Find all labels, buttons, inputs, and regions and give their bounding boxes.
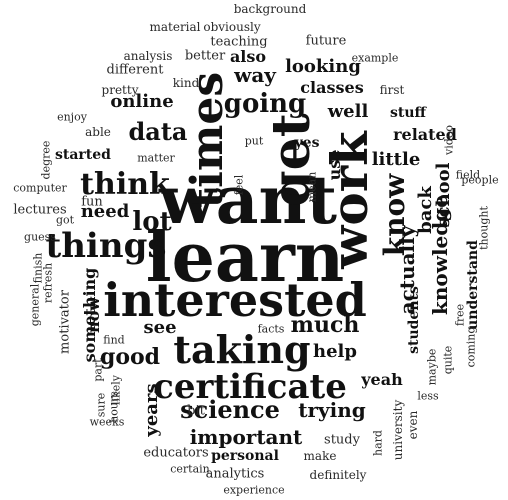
word-bit: bit [187, 403, 205, 419]
word-even: even [406, 410, 420, 440]
word-interested: interested [103, 273, 367, 327]
word-thought: thought [477, 206, 491, 250]
word-also: also [229, 47, 267, 66]
word-well: well [327, 101, 369, 122]
word-yes: yes [294, 135, 320, 151]
word-analysis: analysis [123, 49, 173, 63]
word-important: important [189, 425, 303, 449]
word-weeks: weeks [89, 415, 125, 429]
word-going: going [223, 89, 307, 119]
word-first: first [379, 83, 405, 97]
word-kind: kind [172, 76, 200, 90]
word-want: want [158, 161, 338, 239]
word-school: school [433, 162, 454, 228]
word-free: free [453, 303, 467, 327]
word-field: field [455, 168, 481, 182]
word-good: good [99, 344, 161, 370]
word-general: general [28, 283, 42, 327]
word-classes: classes [300, 78, 364, 97]
word-lectures: lectures [13, 202, 67, 218]
word-people: people [461, 173, 499, 187]
word-teaching: teaching [210, 34, 268, 50]
word-got: got [55, 213, 75, 227]
word-personal: personal [211, 448, 279, 464]
word-years: years [141, 383, 162, 437]
word-feel: feel [232, 174, 246, 196]
word-need: need [80, 201, 130, 222]
word-likely: likely [109, 375, 123, 405]
word-data: data [128, 117, 188, 146]
word-learn: learn [145, 218, 345, 298]
word-pretty: pretty [101, 83, 139, 97]
word-mean: mean [305, 171, 319, 203]
word-guess: guess [24, 230, 56, 244]
word-computer: computer [13, 181, 67, 195]
word-video: video [442, 125, 456, 155]
word-students: students [406, 286, 422, 354]
word-different: different [106, 62, 164, 78]
word-less: less [417, 389, 439, 403]
word-degree: degree [39, 140, 53, 180]
word-use: use [325, 149, 344, 181]
word-way: way [234, 63, 276, 87]
word-science: science [180, 395, 280, 424]
word-part: part [91, 358, 105, 382]
word-university: university [391, 399, 405, 461]
word-started: started [55, 147, 111, 163]
word-sure: sure [94, 392, 108, 418]
word-certain: certain [170, 462, 210, 476]
word-better: better [184, 48, 226, 64]
word-think: think [80, 167, 170, 202]
word-lot: lot [132, 207, 172, 237]
word-background: background [233, 2, 307, 16]
word-finish: finish [31, 252, 45, 284]
word-much: much [290, 312, 360, 338]
word-find: find [103, 333, 125, 347]
word-matter: matter [137, 151, 175, 165]
word-help: help [313, 341, 357, 362]
word-motivator: motivator [57, 290, 73, 354]
word-certificate: certificate [153, 367, 347, 407]
word-online: online [110, 91, 174, 112]
word-study: study [324, 432, 360, 448]
word-facts: facts [257, 322, 285, 336]
word-educators: educators [143, 445, 209, 461]
word-definitely: definitely [309, 468, 367, 482]
word-looking: looking [285, 56, 361, 77]
word-stuff: stuff [389, 105, 427, 121]
word-taking: taking [173, 327, 311, 372]
word-understand: understand [465, 240, 481, 330]
word-future: future [305, 33, 347, 49]
word-coming: coming [464, 326, 478, 368]
word-see: see [143, 317, 177, 338]
word-fun: fun [81, 194, 103, 210]
word-now: now [84, 296, 103, 334]
word-make: make [303, 449, 337, 463]
word-put: put [244, 134, 264, 148]
word-yeah: yeah [361, 370, 403, 389]
word-little: little [371, 149, 421, 170]
word-enjoy: enjoy [57, 110, 87, 124]
word-related: related [393, 125, 457, 144]
word-trying: trying [298, 398, 366, 422]
word-quite: quite [441, 345, 455, 375]
word-analytics: analytics [205, 466, 265, 482]
word-things: things [45, 226, 167, 266]
word-material: material [149, 20, 201, 34]
word-able: able [85, 125, 111, 139]
word-experience: experience [223, 483, 285, 497]
word-obviously: obviously [203, 20, 261, 34]
word-example: example [351, 51, 399, 65]
word-maybe: maybe [425, 348, 439, 386]
word-hard: hard [371, 430, 385, 456]
